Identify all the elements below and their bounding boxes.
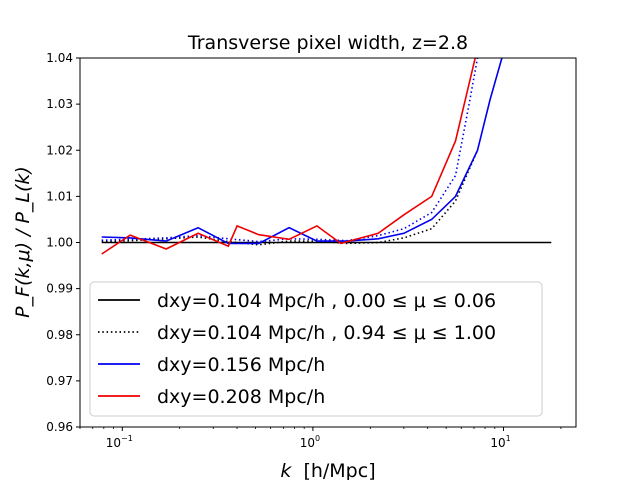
x-axis-label-var: k xyxy=(280,460,292,480)
x-axis-label: k [h/Mpc] xyxy=(280,460,375,480)
x-tick-label: 101 xyxy=(490,434,510,450)
y-tick-label: 1.03 xyxy=(46,97,73,111)
legend-label-3: dxy=0.208 Mpc/h xyxy=(157,386,325,408)
legend-label-0: dxy=0.104 Mpc/h , 0.00 ≤ μ ≤ 0.06 xyxy=(157,290,496,312)
series-line-4 xyxy=(101,58,476,255)
tick-layer: 0.96 0.97 0.98 0.99 1.00 1.01 1.02 1.03 1.04 10−1… xyxy=(46,51,562,450)
series-line-2 xyxy=(101,58,479,243)
x-tick-label: 100 xyxy=(300,434,320,450)
y-tick-label: 1.00 xyxy=(46,236,73,250)
y-tick-label: 0.97 xyxy=(46,374,73,388)
series-line-1 xyxy=(101,149,479,246)
y-tick-label: 0.98 xyxy=(46,328,73,342)
legend: dxy=0.104 Mpc/h , 0.00 ≤ μ ≤ 0.06 dxy=0.1… xyxy=(89,281,543,417)
x-axis-label-unit: [h/Mpc] xyxy=(303,460,375,480)
y-tick-label: 1.01 xyxy=(46,189,73,203)
y-tick-label: 0.99 xyxy=(46,282,73,296)
legend-box xyxy=(89,281,543,417)
legend-label-2: dxy=0.156 Mpc/h xyxy=(157,354,325,376)
y-tick-label: 1.02 xyxy=(46,143,73,157)
x-tick-label: 10−1 xyxy=(106,434,133,450)
y-tick-label: 1.04 xyxy=(46,51,73,65)
plot-area xyxy=(101,58,552,255)
legend-label-1: dxy=0.104 Mpc/h , 0.94 ≤ μ ≤ 1.00 xyxy=(157,322,496,344)
y-tick-label: 0.96 xyxy=(46,420,73,434)
series-line-3 xyxy=(101,58,503,245)
y-axis-label: P_F(k,μ) / P_L(k) xyxy=(12,166,34,318)
chart-title: Transverse pixel width, z=2.8 xyxy=(187,32,468,54)
